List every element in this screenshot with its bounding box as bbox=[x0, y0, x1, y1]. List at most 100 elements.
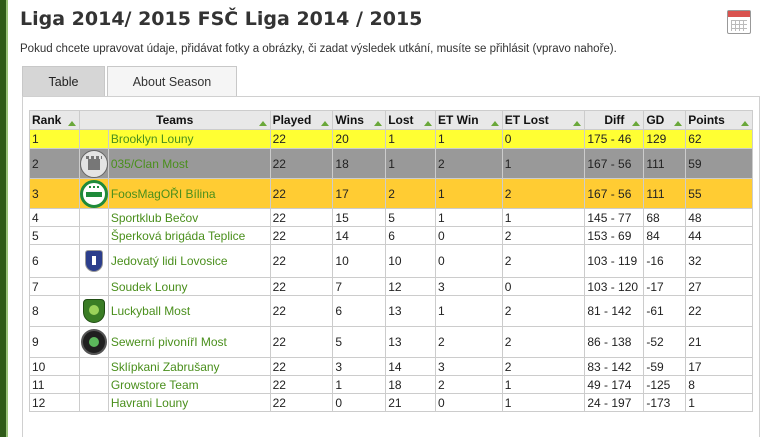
et-win-cell: 1 bbox=[434, 295, 503, 327]
points-cell: 8 bbox=[685, 375, 753, 394]
logo-cell bbox=[78, 375, 109, 394]
team-link[interactable]: Šperková brigáda Teplice bbox=[107, 226, 271, 245]
gd-cell: -173 bbox=[643, 393, 687, 412]
column-header-lost[interactable]: Lost bbox=[385, 110, 436, 130]
team-link[interactable]: Growstore Team bbox=[107, 375, 271, 394]
diff-cell: 145 - 77 bbox=[584, 208, 645, 227]
left-border-highlight bbox=[6, 0, 8, 437]
team-link[interactable]: Soudek Louny bbox=[107, 277, 271, 296]
table-row: 11 Growstore Team 22 1 18 2 1 49 - 174 -… bbox=[29, 375, 753, 394]
points-cell: 21 bbox=[685, 326, 753, 358]
rank-cell: 6 bbox=[29, 244, 80, 278]
et-win-cell: 2 bbox=[434, 326, 503, 358]
played-cell: 22 bbox=[269, 277, 334, 296]
logo-cell bbox=[78, 357, 109, 376]
diff-cell: 103 - 120 bbox=[584, 277, 645, 296]
standings-table: Rank Teams Played Wins Lost ET Win ET Lo… bbox=[29, 110, 753, 412]
column-header-teams[interactable]: Teams bbox=[78, 110, 271, 130]
et-lost-cell: 2 bbox=[501, 178, 586, 209]
wins-cell: 17 bbox=[332, 178, 387, 209]
diff-cell: 49 - 174 bbox=[584, 375, 645, 394]
points-cell: 62 bbox=[685, 129, 753, 149]
column-header-played[interactable]: Played bbox=[269, 110, 334, 130]
table-row: 4 Sportklub Bečov 22 15 5 1 1 145 - 77 6… bbox=[29, 208, 753, 227]
et-lost-cell: 1 bbox=[501, 393, 586, 412]
played-cell: 22 bbox=[269, 357, 334, 376]
sort-arrow-icon bbox=[374, 121, 383, 126]
et-lost-cell: 2 bbox=[501, 244, 586, 278]
calendar-icon-header bbox=[728, 11, 750, 17]
lost-cell: 12 bbox=[385, 277, 436, 296]
team-link[interactable]: Havrani Louny bbox=[107, 393, 271, 412]
et-win-cell: 1 bbox=[434, 178, 503, 209]
gd-cell: 129 bbox=[643, 129, 687, 149]
team-link[interactable]: Brooklyn Louny bbox=[107, 129, 271, 149]
points-cell: 44 bbox=[685, 226, 753, 245]
logo-cell bbox=[78, 277, 109, 296]
team-link[interactable]: Sewerní pivonířI Most bbox=[107, 326, 271, 358]
column-header-et-lost[interactable]: ET Lost bbox=[501, 110, 586, 130]
column-header-wins[interactable]: Wins bbox=[332, 110, 387, 130]
points-cell: 48 bbox=[685, 208, 753, 227]
team-link[interactable]: Sklípkani Zabrušany bbox=[107, 357, 271, 376]
sort-arrow-icon bbox=[632, 121, 641, 126]
rank-cell: 4 bbox=[29, 208, 80, 227]
left-border-bar bbox=[0, 0, 6, 437]
team-link[interactable]: Jedovatý lidi Lovosice bbox=[107, 244, 271, 278]
column-header-et-win[interactable]: ET Win bbox=[434, 110, 503, 130]
login-notice: Pokud chcete upravovat údaje, přidávat f… bbox=[20, 43, 617, 55]
calendar-icon[interactable] bbox=[727, 10, 751, 34]
wins-cell: 15 bbox=[332, 208, 387, 227]
diff-cell: 175 - 46 bbox=[584, 129, 645, 149]
lost-cell: 14 bbox=[385, 357, 436, 376]
table-row: 10 Sklípkani Zabrušany 22 3 14 3 2 83 - … bbox=[29, 357, 753, 376]
table-row: 12 Havrani Louny 22 0 21 0 1 24 - 197 -1… bbox=[29, 393, 753, 412]
diff-cell: 103 - 119 bbox=[584, 244, 645, 278]
team-link[interactable]: Sportklub Bečov bbox=[107, 208, 271, 227]
rank-cell: 5 bbox=[29, 226, 80, 245]
lost-cell: 13 bbox=[385, 295, 436, 327]
table-row: 3 FoosMagOŘI Bílina 22 17 2 1 2 167 - 56… bbox=[29, 178, 753, 209]
logo-cell bbox=[78, 393, 109, 412]
et-win-cell: 1 bbox=[434, 129, 503, 149]
table-row: 9 Sewerní pivonířI Most 22 5 13 2 2 86 -… bbox=[29, 326, 753, 358]
tab-about-season[interactable]: About Season bbox=[107, 66, 237, 97]
logo-cell bbox=[78, 208, 109, 227]
et-win-cell: 0 bbox=[434, 393, 503, 412]
rank-cell: 2 bbox=[29, 148, 80, 179]
team-link[interactable]: Luckyball Most bbox=[107, 295, 271, 327]
wins-cell: 5 bbox=[332, 326, 387, 358]
et-win-cell: 0 bbox=[434, 244, 503, 278]
diff-cell: 81 - 142 bbox=[584, 295, 645, 327]
sort-arrow-icon bbox=[674, 121, 683, 126]
et-lost-cell: 1 bbox=[501, 375, 586, 394]
column-header-diff[interactable]: Diff bbox=[584, 110, 645, 130]
rank-cell: 9 bbox=[29, 326, 80, 358]
column-header-gd[interactable]: GD bbox=[643, 110, 687, 130]
gd-cell: -52 bbox=[643, 326, 687, 358]
column-header-points[interactable]: Points bbox=[685, 110, 753, 130]
wins-cell: 0 bbox=[332, 393, 387, 412]
sort-arrow-icon bbox=[67, 121, 76, 126]
team-link[interactable]: FoosMagOŘI Bílina bbox=[107, 178, 271, 209]
tab-table[interactable]: Table bbox=[22, 66, 105, 97]
et-lost-cell: 2 bbox=[501, 295, 586, 327]
et-lost-cell: 2 bbox=[501, 357, 586, 376]
played-cell: 22 bbox=[269, 326, 334, 358]
wins-cell: 6 bbox=[332, 295, 387, 327]
team-link[interactable]: 035/Clan Most bbox=[107, 148, 271, 179]
sort-arrow-icon bbox=[321, 121, 330, 126]
logo-cell bbox=[78, 244, 109, 278]
gd-cell: 111 bbox=[643, 148, 687, 179]
column-header-rank[interactable]: Rank bbox=[29, 110, 80, 130]
wins-cell: 3 bbox=[332, 357, 387, 376]
played-cell: 22 bbox=[269, 178, 334, 209]
table-header-row: Rank Teams Played Wins Lost ET Win ET Lo… bbox=[29, 110, 753, 130]
et-lost-cell: 1 bbox=[501, 148, 586, 179]
logo-cell bbox=[78, 129, 109, 149]
gd-cell: 111 bbox=[643, 178, 687, 209]
logo-cell bbox=[78, 326, 109, 358]
wins-cell: 1 bbox=[332, 375, 387, 394]
leaf-logo-icon bbox=[82, 299, 105, 323]
played-cell: 22 bbox=[269, 375, 334, 394]
